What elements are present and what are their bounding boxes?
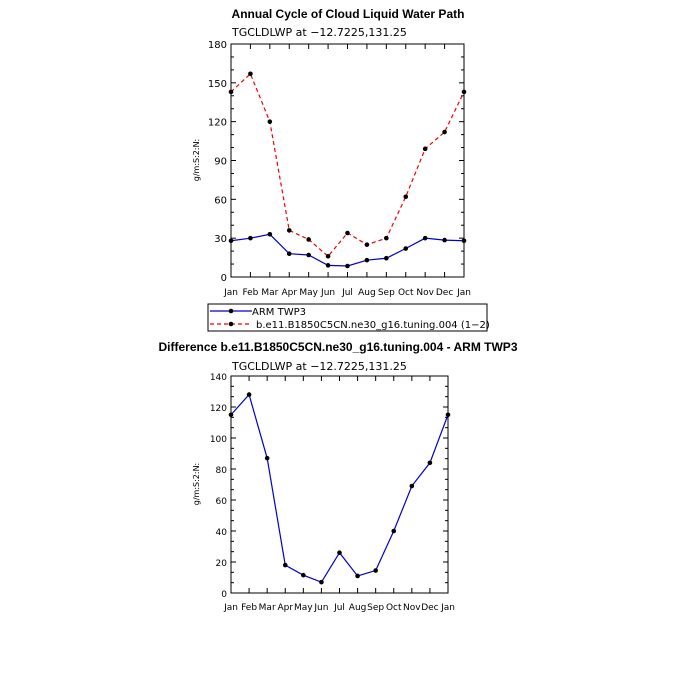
chart1-series-0-point bbox=[306, 252, 311, 258]
chart1-xtick-label: May bbox=[299, 288, 318, 298]
chart2-xtick-label: Jun bbox=[313, 603, 328, 613]
chart2-ytick-label: 20 bbox=[216, 559, 228, 569]
chart1-series-0-point bbox=[286, 251, 292, 256]
chart2-subtitle: TGCLDLWP at −12.7225,131.25 bbox=[231, 360, 407, 373]
chart1-plot-frame bbox=[230, 43, 465, 278]
cloud-liquid-water-path-chart: Annual Cycle of Cloud Liquid Water Path … bbox=[192, 7, 490, 332]
chart1-series-1-point bbox=[286, 228, 292, 233]
chart1-title: Annual Cycle of Cloud Liquid Water Path bbox=[232, 7, 465, 21]
chart1-ytick-label: 0 bbox=[221, 273, 227, 284]
chart1-ytick-label: 120 bbox=[208, 118, 227, 129]
chart1-series-1-point bbox=[248, 71, 253, 77]
chart1-xtick-label: Feb bbox=[242, 288, 258, 298]
chart1-series-0-point bbox=[345, 263, 350, 269]
chart2-xtick-label: Oct bbox=[386, 603, 402, 613]
chart1-series-1-point bbox=[267, 119, 273, 124]
chart1-series-0-point bbox=[364, 257, 370, 263]
chart2-series-0-point bbox=[391, 528, 397, 534]
chart1-ytick-label: 180 bbox=[208, 40, 227, 51]
chart2-series-0-point bbox=[301, 572, 306, 578]
chart1-xtick-label: Jun bbox=[320, 288, 335, 298]
chart1-series-1-point bbox=[306, 237, 311, 242]
chart2-ytick-label: 40 bbox=[216, 528, 228, 538]
chart1-legend: ARM TWP3 b.e11.B1850C5CN.ne30_g16.tuning… bbox=[207, 303, 490, 332]
chart1-subtitle: TGCLDLWP at −12.7225,131.25 bbox=[231, 26, 407, 39]
chart1-series-0-point bbox=[248, 235, 253, 241]
chart1-xtick-label: Nov bbox=[416, 288, 434, 298]
chart1-xtick-label: Jan bbox=[456, 288, 471, 298]
legend-label-arm-twp3: ARM TWP3 bbox=[252, 307, 306, 318]
chart1-ytick-label: 90 bbox=[214, 157, 227, 168]
chart2-ytick-label: 60 bbox=[216, 497, 228, 507]
chart2-ytick-label: 0 bbox=[221, 590, 227, 600]
chart2-ytick-label: 120 bbox=[210, 404, 227, 414]
chart1-xtick-label: Oct bbox=[398, 288, 414, 298]
chart2-xtick-label: Apr bbox=[277, 603, 293, 613]
chart1-ytick-label: 30 bbox=[214, 234, 227, 245]
chart2-series-0-point bbox=[445, 412, 451, 418]
chart2-ytick-label: 80 bbox=[216, 466, 228, 476]
chart1-series-0-point bbox=[461, 238, 467, 244]
chart1-series-1-point bbox=[384, 235, 389, 241]
chart2-xtick-label: Sep bbox=[367, 603, 384, 613]
legend-label-model: b.e11.B1850C5CN.ne30_g16.tuning.004 (1−2… bbox=[256, 320, 490, 331]
chart2-ylabel: g/m:S:2:N: bbox=[192, 463, 201, 506]
chart2-series-0-point bbox=[355, 573, 360, 579]
chart1-ytick-label: 60 bbox=[214, 195, 227, 206]
chart2-xtick-label: Jan bbox=[440, 603, 455, 613]
chart1-series-line-1 bbox=[230, 72, 465, 258]
legend-marker-arm-twp3 bbox=[228, 308, 234, 314]
chart2-ytick-label: 100 bbox=[210, 435, 227, 445]
chart1-series-1-point bbox=[228, 89, 234, 95]
chart1-series-0-point bbox=[384, 255, 389, 261]
chart1-series-1-point bbox=[422, 146, 428, 152]
chart1-ylabel: g/m:S:2:N: bbox=[192, 139, 201, 182]
chart2-xtick-label: May bbox=[294, 603, 313, 613]
chart2-series-0-point bbox=[282, 562, 288, 568]
chart1-xtick-label: Aug bbox=[358, 288, 376, 298]
chart2-series-0-point bbox=[373, 568, 378, 573]
chart2-xtick-label: Nov bbox=[403, 603, 421, 613]
chart2-series-0-point bbox=[264, 455, 270, 461]
chart1-ytick-label: 150 bbox=[208, 79, 227, 90]
chart1-series-0-point bbox=[403, 246, 409, 251]
chart1-series-1-point bbox=[403, 194, 409, 200]
chart1-series-1-point bbox=[325, 253, 331, 259]
chart1-series-1-point bbox=[364, 242, 370, 247]
chart2-xtick-label: Jan bbox=[223, 603, 238, 613]
chart1-series-line-0 bbox=[230, 233, 465, 267]
chart2-series-0-point bbox=[246, 392, 252, 397]
chart2-series-0-point bbox=[319, 579, 324, 585]
chart2-xtick-label: Jul bbox=[333, 603, 345, 613]
chart2-plot-frame bbox=[230, 375, 449, 594]
chart2-title: Difference b.e11.B1850C5CN.ne30_g16.tuni… bbox=[158, 340, 517, 354]
chart1-xtick-label: Mar bbox=[261, 288, 278, 298]
chart2-series-0-point bbox=[337, 550, 342, 555]
chart2-xtick-label: Aug bbox=[349, 603, 367, 613]
chart1-xtick-label: Sep bbox=[378, 288, 395, 298]
chart1-series-1-point bbox=[345, 230, 350, 236]
legend-frame bbox=[207, 303, 488, 332]
chart2-series-0-point bbox=[228, 412, 234, 418]
chart2-ytick-label: 140 bbox=[210, 373, 227, 383]
chart2-xtick-label: Dec bbox=[421, 603, 438, 613]
chart2-series-0-point bbox=[409, 483, 415, 489]
chart1-xtick-label: Jul bbox=[341, 288, 353, 298]
chart1-series-0-point bbox=[267, 231, 273, 237]
chart1-xtick-label: Apr bbox=[281, 288, 297, 298]
chart2-xtick-label: Mar bbox=[259, 603, 276, 613]
chart1-series-0-point bbox=[228, 238, 234, 244]
chart1-series-0-point bbox=[442, 237, 447, 243]
chart1-xtick-label: Dec bbox=[436, 288, 453, 298]
chart1-series-1-point bbox=[442, 129, 447, 135]
legend-marker-model bbox=[228, 321, 234, 327]
difference-chart: Difference b.e11.B1850C5CN.ne30_g16.tuni… bbox=[158, 340, 517, 613]
chart2-xtick-label: Feb bbox=[241, 603, 257, 613]
chart1-series-1-point bbox=[461, 89, 467, 95]
chart2-series-0-point bbox=[427, 460, 433, 466]
chart1-xtick-label: Jan bbox=[223, 288, 238, 298]
chart1-series-0-point bbox=[422, 235, 428, 241]
chart1-series-0-point bbox=[325, 263, 331, 268]
